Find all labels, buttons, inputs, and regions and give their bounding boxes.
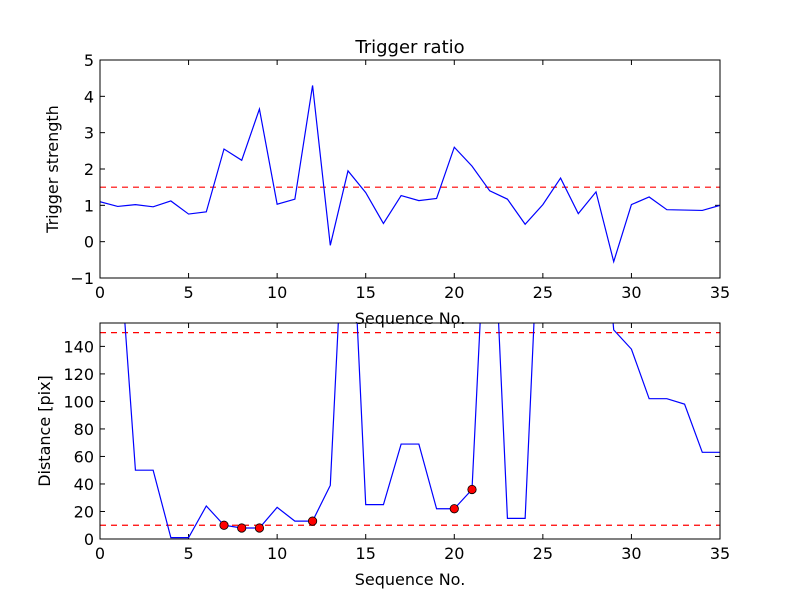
x-tick-label: 10 — [267, 283, 287, 302]
y-tick-label: 0 — [84, 530, 94, 549]
y-tick-label: 1 — [84, 196, 94, 215]
x-tick-label: 0 — [95, 283, 105, 302]
y-tick-label: 4 — [84, 87, 94, 106]
y-tick-label: 2 — [84, 160, 94, 179]
top-x-axis-label: Sequence No. — [355, 309, 466, 328]
y-tick-label: 40 — [74, 475, 94, 494]
x-tick-label: 5 — [183, 544, 193, 563]
top-plot-frame — [99, 59, 721, 279]
bottom-tick-labels: 0 5 10 15 20 25 30 35 0 20 40 60 80 100 120 140 — [63, 337, 730, 563]
data-point-marker — [307, 516, 318, 526]
x-tick-label: 15 — [356, 544, 376, 563]
y-tick-label: 100 — [63, 392, 94, 411]
bottom-threshold-lines — [100, 332, 720, 526]
x-tick-label: 15 — [356, 283, 376, 302]
x-tick-label: 30 — [621, 544, 641, 563]
series-line — [100, 85, 720, 264]
bottom-series — [124, 323, 720, 539]
x-tick-label: 35 — [710, 283, 730, 302]
top-y-axis-label: Trigger strength — [43, 105, 62, 234]
bottom-plot-frame — [99, 322, 721, 540]
series-line — [124, 323, 720, 539]
data-point-marker — [467, 484, 477, 495]
y-tick-label: 20 — [74, 502, 94, 521]
x-tick-label: 10 — [267, 544, 287, 563]
y-tick-label: 3 — [84, 124, 94, 143]
y-tick-label: −1 — [70, 269, 94, 288]
data-point-marker — [237, 523, 247, 533]
data-point-marker — [449, 504, 459, 514]
chart-distance: 0 5 10 15 20 25 30 35 0 20 40 60 80 100 120 140 Sequenc… — [35, 322, 730, 589]
x-tick-label: 25 — [533, 544, 553, 563]
x-tick-label: 30 — [621, 283, 641, 302]
x-tick-label: 5 — [183, 283, 193, 302]
bottom-y-axis-label: Distance [pix] — [35, 375, 54, 487]
y-tick-label: 5 — [84, 51, 94, 70]
data-point-marker — [219, 520, 229, 530]
x-tick-label: 35 — [710, 544, 730, 563]
chart-title: Trigger ratio — [354, 37, 464, 58]
x-tick-label: 0 — [95, 544, 105, 563]
x-tick-label: 20 — [444, 544, 464, 563]
bottom-markers — [219, 484, 477, 533]
y-tick-label: 0 — [84, 233, 94, 252]
x-tick-label: 25 — [533, 283, 553, 302]
bottom-x-axis-label: Sequence No. — [355, 570, 466, 589]
y-tick-label: 120 — [63, 365, 94, 384]
y-tick-label: 60 — [74, 447, 94, 466]
x-tick-label: 20 — [444, 283, 464, 302]
data-point-marker — [254, 523, 265, 533]
y-tick-label: 140 — [63, 337, 94, 356]
y-tick-label: 80 — [74, 420, 94, 439]
top-series — [100, 85, 720, 264]
